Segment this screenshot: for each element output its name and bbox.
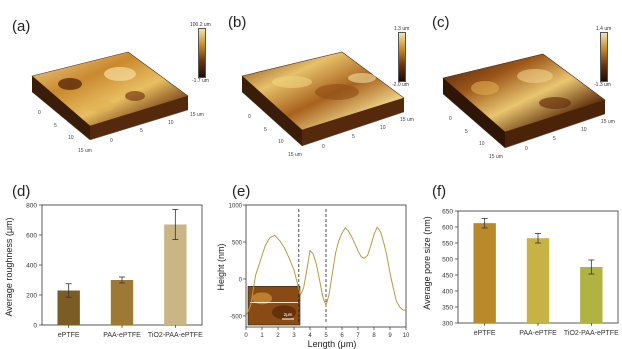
afm-b-tick-4: 0 [322, 144, 325, 150]
category-label: PAA-ePTFE [519, 330, 557, 337]
chart-e-ylabel: Height (nm) [216, 243, 226, 290]
colorbar-b-bottom-label: -2.0 um [392, 82, 409, 88]
afm-surface-c-right-side [505, 100, 605, 148]
afm-surface-c-left-side [443, 78, 505, 148]
afm-a-tick-2: 10 [68, 135, 74, 141]
y-tick-label: 450 [442, 273, 453, 280]
x-tick-label: 9 [388, 333, 392, 339]
afm-a-tick-4: 0 [110, 138, 113, 144]
colorbar-b-top-label: 1.3 um [394, 26, 410, 32]
afm-surface-a: 0 5 10 15 um 0 5 10 15 um [31, 51, 204, 154]
afm-a-tick-0: 0 [38, 110, 41, 116]
x-tick-label: 0 [244, 333, 248, 339]
panel-label-e: (e) [232, 183, 251, 200]
afm-a-tick-3: 15 um [78, 148, 92, 154]
bar [473, 223, 496, 323]
panel-label-c: (c) [432, 14, 450, 31]
category-label: ePTFE [474, 330, 496, 337]
afm-b-tick-6: 10 [380, 125, 386, 131]
bar [580, 267, 603, 323]
chart-e-xlabel: Length (μm) [308, 339, 357, 349]
colorbar-c-bottom-label: -1.3 um [594, 82, 611, 88]
afm-b-tick-5: 5 [352, 134, 355, 140]
bar [164, 224, 187, 325]
y-tick-label: 600 [26, 233, 37, 240]
x-tick-label: 1 [260, 333, 264, 339]
afm-b-tick-2: 10 [278, 139, 284, 145]
chart-f-ylabel: Average pore size (nm) [422, 216, 432, 309]
y-tick-label: 650 [442, 209, 453, 216]
afm-surface-c: 0 5 10 15 um 0 5 10 15 um [442, 53, 615, 160]
afm-a-tick-6: 10 [168, 120, 174, 126]
bar [110, 280, 134, 325]
category-label: TiO2-PAA-ePTFE [564, 330, 619, 337]
y-tick-label: 0 [239, 277, 243, 283]
y-tick-label: 600 [442, 225, 453, 232]
y-tick-label: -500 [230, 314, 243, 320]
afm-c-tick-2: 10 [479, 141, 485, 147]
colorbar-c [600, 32, 608, 82]
x-tick-label: 8 [372, 333, 376, 339]
y-tick-label: 300 [442, 321, 453, 328]
x-tick-label: 5 [324, 333, 328, 339]
inset-scale-text: 2μm [284, 312, 293, 317]
afm-b-tick-3: 15 um [288, 152, 302, 158]
afm-surface-b: 0 5 10 15 um 0 5 10 15 um [241, 51, 414, 158]
afm-surface-b-right-side [302, 98, 404, 146]
colorbar-b [398, 32, 406, 82]
colorbar-a-top-label: 100.2 um [190, 22, 211, 28]
y-tick-label: 0 [33, 323, 37, 330]
afm-c-tick-5: 5 [553, 136, 556, 142]
afm-c-tick-0: 0 [449, 116, 452, 122]
category-label: ePTFE [58, 332, 80, 339]
afm-a-tick-1: 5 [54, 123, 57, 129]
y-tick-label: 500 [232, 240, 243, 246]
chart-d-ylabel: Average roughness (μm) [4, 217, 14, 316]
afm-c-tick-1: 5 [465, 129, 468, 135]
inset-texture [252, 292, 272, 305]
y-tick-label: 800 [26, 203, 37, 210]
panel-label-d: (d) [12, 183, 31, 200]
afm-surface-b-left-side [242, 76, 302, 146]
afm-b-tick-0: 0 [248, 114, 251, 120]
panel-label-a: (a) [12, 18, 31, 35]
afm-b-tick-1: 5 [264, 127, 267, 133]
afm-b-tick-7: 15 um [400, 117, 414, 123]
colorbar-a [198, 28, 206, 78]
x-tick-label: 6 [340, 333, 344, 339]
panel-label-f: (f) [432, 183, 447, 200]
height-profile-line [245, 226, 406, 317]
x-tick-label: 10 [403, 333, 410, 339]
y-tick-label: 200 [26, 293, 37, 300]
y-tick-label: 500 [442, 257, 453, 264]
afm-a-tick-7: 15 um [190, 112, 204, 118]
afm-c-tick-7: 15 um [601, 119, 615, 125]
afm-c-tick-3: 15 um [489, 154, 503, 160]
bar [57, 290, 80, 325]
panel-label-b: (b) [228, 14, 247, 31]
x-tick-label: 7 [356, 333, 360, 339]
colorbar-c-top-label: 1.4 um [596, 26, 612, 32]
y-tick-label: 400 [26, 263, 37, 270]
bar [526, 238, 550, 323]
category-label: PAA-ePTFE [103, 332, 141, 339]
x-tick-label: 4 [308, 333, 312, 339]
afm-surface-a-left-side [32, 76, 90, 140]
y-tick-label: 550 [442, 241, 453, 248]
y-tick-label: 400 [442, 289, 453, 296]
inset-texture [272, 305, 296, 320]
x-tick-label: 3 [292, 333, 296, 339]
afm-c-tick-6: 10 [581, 127, 587, 133]
chart-f: 300 350 400 450 500 550 600 650 ePTFE PAA-ePTFE Ti… [422, 209, 619, 338]
afm-c-tick-4: 0 [525, 146, 528, 152]
chart-d: 0 200 400 600 800 ePTFE PAA-ePTFE TiO2-PAA-ePTF… [4, 203, 203, 340]
y-tick-label: 1000 [229, 204, 243, 210]
afm-a-tick-5: 5 [140, 128, 143, 134]
x-tick-label: 2 [276, 333, 280, 339]
y-tick-label: 350 [442, 305, 453, 312]
afm-surface-a-right-side [90, 96, 188, 140]
category-label: TiO2-PAA-ePTFE [148, 332, 203, 339]
colorbar-a-bottom-label: -1.7 um [192, 78, 209, 84]
